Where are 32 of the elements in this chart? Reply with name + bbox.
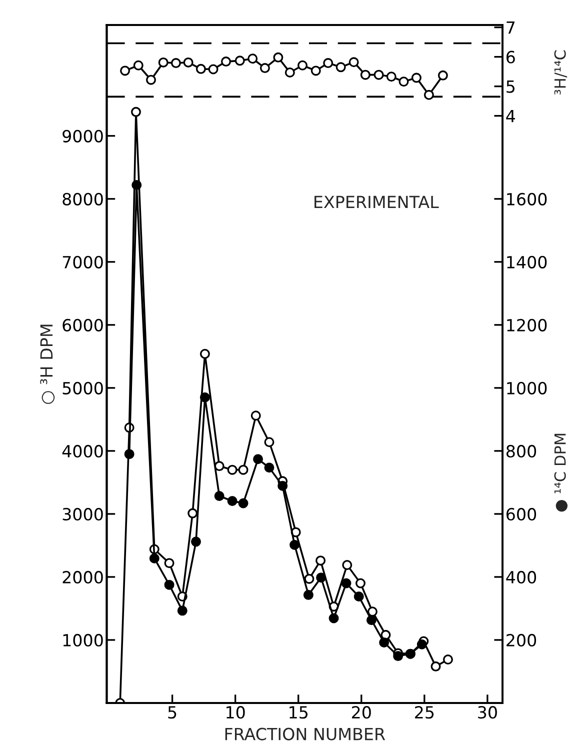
y-tick-label: 4000 bbox=[62, 444, 103, 458]
y-tick-label: 1000 bbox=[63, 634, 103, 647]
x-tick-label: 25 bbox=[415, 706, 434, 719]
y3-tick-label: 4 bbox=[506, 110, 516, 122]
x-tick-label: 15 bbox=[290, 706, 308, 719]
y2-axis-title: ● ¹⁴C DPM bbox=[554, 434, 568, 512]
y3-tick-label: 5 bbox=[506, 80, 514, 93]
y2-tick-label: 1400 bbox=[507, 256, 547, 268]
x-tick-label: 20 bbox=[352, 706, 371, 719]
y-tick-label: 9000 bbox=[62, 130, 103, 142]
y2-tick-label: 200 bbox=[506, 634, 536, 647]
x-tick-label: 10 bbox=[226, 706, 245, 719]
y2-tick-label: 600 bbox=[506, 508, 536, 521]
y3-axis-title: ³H/¹⁴C bbox=[554, 50, 568, 95]
y-tick-label: 2000 bbox=[62, 570, 103, 584]
y2-tick-label: 1000 bbox=[507, 382, 547, 394]
annotation: EXPERIMENTAL bbox=[314, 196, 439, 208]
y-axis-title: ○ ³H DPM bbox=[40, 324, 55, 404]
y3-tick-label: 7 bbox=[506, 22, 515, 34]
y-tick-label: 5000 bbox=[62, 382, 103, 394]
x-axis-title: FRACTION NUMBER bbox=[225, 728, 386, 740]
y2-tick-label: 1600 bbox=[507, 192, 547, 206]
y-tick-label: 6000 bbox=[62, 318, 103, 332]
y3-tick-label: 6 bbox=[506, 50, 515, 64]
y-tick-label: 7000 bbox=[62, 256, 103, 268]
x-tick-label: 30 bbox=[478, 706, 497, 719]
y2-tick-label: 800 bbox=[506, 444, 536, 458]
y2-tick-label: 1200 bbox=[507, 318, 547, 332]
y2-tick-label: 400 bbox=[506, 570, 536, 584]
y-tick-label: 8000 bbox=[62, 192, 103, 206]
y-tick-label: 3000 bbox=[62, 508, 103, 521]
x-tick-label: 5 bbox=[168, 706, 176, 719]
